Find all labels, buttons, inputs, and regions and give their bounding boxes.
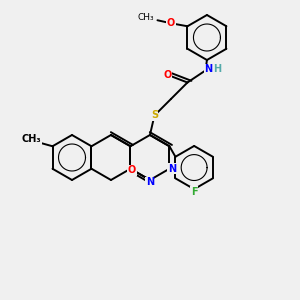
Text: O: O xyxy=(163,70,172,80)
Text: N: N xyxy=(146,177,154,188)
Text: S: S xyxy=(151,110,158,121)
Text: N: N xyxy=(168,164,176,174)
Text: CH₃: CH₃ xyxy=(138,13,154,22)
Text: CH₃: CH₃ xyxy=(22,134,41,144)
Text: O: O xyxy=(128,165,136,175)
Text: H: H xyxy=(213,64,221,74)
Text: O: O xyxy=(167,18,175,28)
Text: F: F xyxy=(191,187,197,196)
Text: N: N xyxy=(204,64,212,74)
